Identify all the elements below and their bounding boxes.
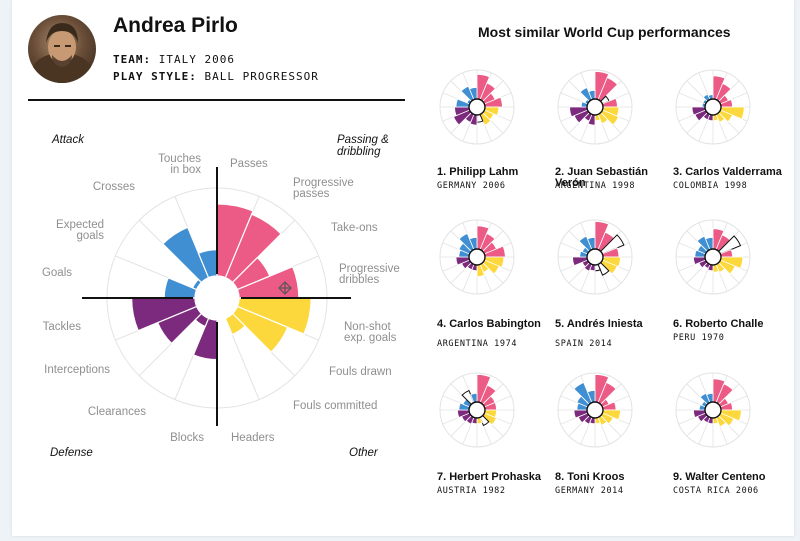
similar-player-name[interactable]: 5. Andrés Iniesta bbox=[555, 318, 643, 330]
mini-center-ring bbox=[586, 98, 604, 116]
mini-center-ring bbox=[704, 248, 722, 266]
similar-player-team: AUSTRIA 1982 bbox=[437, 486, 506, 496]
play-style-value: BALL PROGRESSOR bbox=[204, 70, 319, 83]
metric-label-take-ons: Take-ons bbox=[331, 222, 378, 234]
similar-player-chart[interactable] bbox=[555, 370, 635, 450]
center-hole bbox=[194, 275, 240, 321]
quadrant-label-other: Other bbox=[349, 447, 379, 459]
mini-center-ring bbox=[586, 401, 604, 419]
similar-player-name[interactable]: 2. Juan Sebastián Verón bbox=[555, 166, 648, 189]
quadrant-label-defense: Defense bbox=[50, 447, 93, 459]
metric-label-goals: Goals bbox=[42, 267, 72, 279]
metric-label-non-shot-exp-goals: Non-shot exp. goals bbox=[344, 321, 397, 344]
similar-player-chart[interactable] bbox=[437, 370, 517, 450]
profile-card bbox=[12, 0, 794, 536]
mini-grid-spoke bbox=[678, 92, 706, 105]
metric-label-clearances: Clearances bbox=[88, 406, 146, 418]
similar-player-chart[interactable] bbox=[673, 370, 753, 450]
team-label: TEAM: bbox=[113, 53, 152, 66]
metric-label-progressive-passes: Progressive passes bbox=[293, 177, 354, 200]
similar-player-team: COSTA RICA 2006 bbox=[673, 486, 759, 496]
mini-center-ring bbox=[586, 248, 604, 266]
similar-player-team: ARGENTINA 1998 bbox=[555, 181, 636, 191]
similar-player-chart[interactable] bbox=[555, 217, 635, 297]
metric-label-crosses: Crosses bbox=[93, 181, 135, 193]
move-cursor-icon bbox=[278, 281, 292, 295]
similar-player-chart[interactable] bbox=[437, 67, 517, 147]
metric-label-headers: Headers bbox=[231, 432, 275, 444]
metric-label-interceptions: Interceptions bbox=[44, 364, 110, 376]
similar-player-chart[interactable] bbox=[437, 217, 517, 297]
similar-player-team: COLOMBIA 1998 bbox=[673, 181, 748, 191]
similar-player-team: ARGENTINA 1974 bbox=[437, 339, 518, 349]
similar-player-name[interactable]: 7. Herbert Prohaska bbox=[437, 471, 541, 483]
metric-label-expected-goals: Expected goals bbox=[56, 219, 104, 242]
header-divider bbox=[28, 99, 405, 101]
mini-center-ring bbox=[468, 248, 486, 266]
mini-center-ring bbox=[468, 98, 486, 116]
similar-player-chart[interactable] bbox=[555, 67, 635, 147]
chart-wedges bbox=[131, 203, 312, 361]
metric-label-touches-in-box: Touches in box bbox=[158, 153, 201, 176]
play-style-line: PLAY STYLE: BALL PROGRESSOR bbox=[113, 70, 319, 83]
team-line: TEAM: ITALY 2006 bbox=[113, 53, 235, 66]
mini-center-ring bbox=[704, 401, 722, 419]
metric-label-tackles: Tackles bbox=[43, 321, 82, 333]
player-photo bbox=[28, 15, 96, 83]
metric-label-fouls-drawn: Fouls drawn bbox=[329, 366, 392, 378]
similar-section-title: Most similar World Cup performances bbox=[478, 24, 731, 40]
similar-player-name[interactable]: 1. Philipp Lahm bbox=[437, 166, 519, 178]
metric-label-fouls-committed: Fouls committed bbox=[293, 400, 377, 412]
quadrant-label-attack: Attack bbox=[51, 134, 85, 146]
similar-player-team: SPAIN 2014 bbox=[555, 339, 613, 349]
quadrant-label-dribbling: dribbling bbox=[337, 146, 381, 158]
quadrant-label-passing: Passing & bbox=[337, 134, 389, 146]
similar-player-chart[interactable] bbox=[673, 217, 753, 297]
metric-label-progressive-dribbles: Progressive dribbles bbox=[339, 263, 400, 286]
chart-axes bbox=[82, 167, 351, 426]
similar-player-chart[interactable] bbox=[673, 67, 753, 147]
metric-label-blocks: Blocks bbox=[170, 432, 204, 444]
player-name: Andrea Pirlo bbox=[113, 14, 238, 37]
team-value: ITALY 2006 bbox=[158, 53, 235, 66]
similar-player-name[interactable]: 8. Toni Kroos bbox=[555, 471, 625, 483]
similar-player-team: GERMANY 2006 bbox=[437, 181, 506, 191]
mini-center-ring bbox=[704, 98, 722, 116]
similar-player-team: PERU 1970 bbox=[673, 333, 725, 343]
wedge-goals bbox=[163, 277, 198, 299]
play-style-label: PLAY STYLE: bbox=[113, 70, 197, 83]
similar-player-name[interactable]: 4. Carlos Babington bbox=[437, 318, 541, 330]
metric-label-passes: Passes bbox=[230, 158, 268, 170]
mini-center-ring bbox=[468, 401, 486, 419]
similar-player-name[interactable]: 3. Carlos Valderrama bbox=[673, 166, 782, 178]
similar-player-name[interactable]: 6. Roberto Challe bbox=[673, 318, 764, 330]
similar-player-name[interactable]: 9. Walter Centeno bbox=[673, 471, 766, 483]
similar-player-team: GERMANY 2014 bbox=[555, 486, 624, 496]
chart-labels: Passes Progressive passes Take-ons Progressi… bbox=[42, 153, 400, 444]
